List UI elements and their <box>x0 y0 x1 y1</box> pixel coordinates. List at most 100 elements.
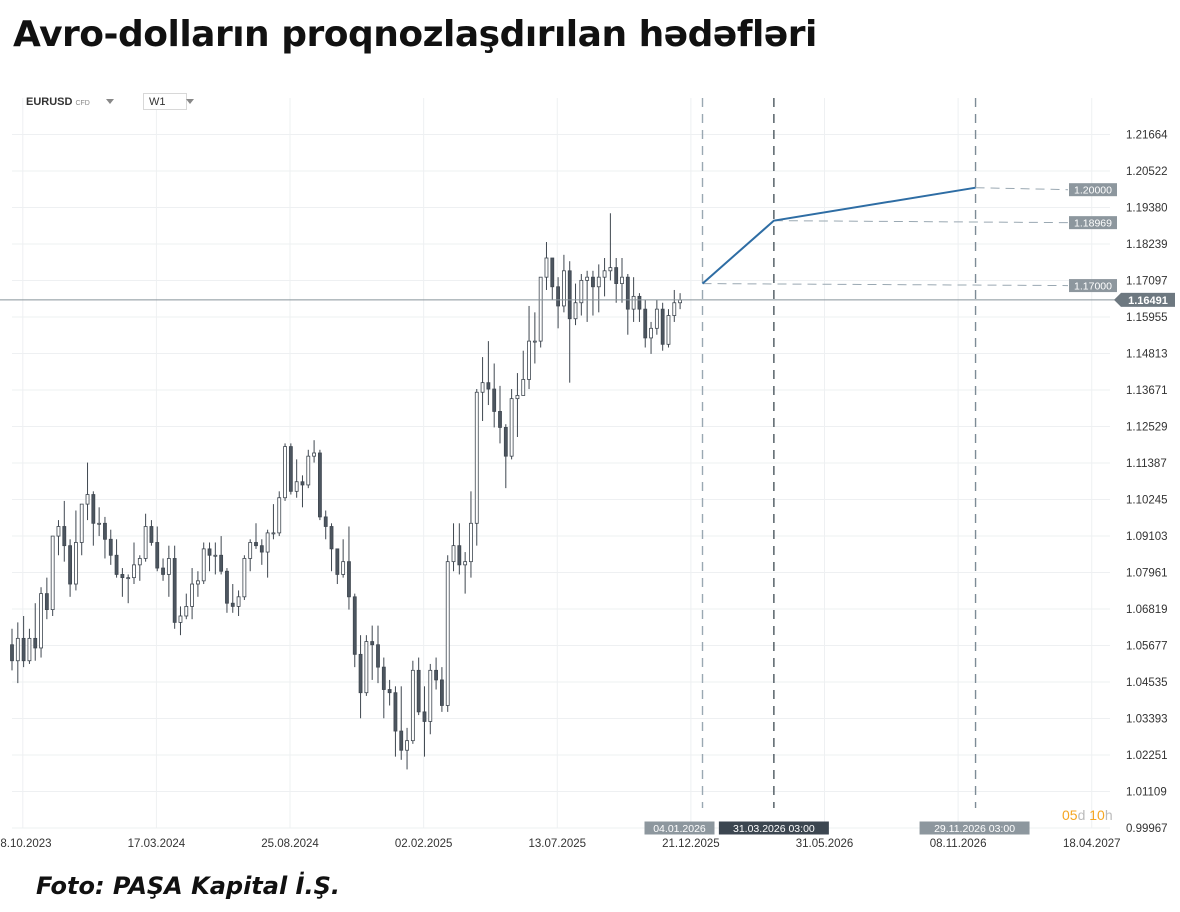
forecast-target-label: 1.17000 <box>1074 281 1112 293</box>
forecast-date-label-bg <box>644 821 715 835</box>
y-tick-label: 1.15955 <box>1126 312 1168 324</box>
candle-body <box>457 545 462 566</box>
candle-body <box>649 327 653 339</box>
candle-body <box>387 689 392 694</box>
candle-body <box>120 574 125 579</box>
candle-body <box>469 522 473 563</box>
candle-body <box>538 276 543 342</box>
candle-body <box>399 730 404 751</box>
x-tick-label: 31.05.2026 <box>796 838 854 850</box>
y-tick-label: 1.19380 <box>1126 203 1168 215</box>
candle-body <box>579 279 584 304</box>
candle-body <box>422 711 427 722</box>
y-tick-label: 1.09103 <box>1126 531 1168 543</box>
candle-body <box>242 558 247 598</box>
candle-body <box>509 398 514 457</box>
headline: Avro-dolların proqnozlaşdırılan hədəflər… <box>13 14 817 55</box>
y-tick-label: 1.20522 <box>1126 166 1168 178</box>
grid-layer <box>12 98 1110 829</box>
x-tick-label: 18.04.2027 <box>1063 838 1121 850</box>
axes: 08.10.2023 17.03.2024 25.08.2024 02.02.2025… <box>0 130 1175 850</box>
candle-body <box>666 315 671 345</box>
candle-body <box>672 302 677 316</box>
chevron-down-icon <box>185 99 194 104</box>
candle-body <box>271 532 276 535</box>
forecast-date-label-bg <box>718 821 829 835</box>
y-tick-label: 1.07961 <box>1126 567 1168 579</box>
forecast-date-label: 31.03.2026 03:00 <box>733 823 815 835</box>
candle-body <box>428 669 433 722</box>
candle-body <box>376 644 380 668</box>
x-tick-label: 25.08.2024 <box>261 838 319 850</box>
candle-body <box>323 516 328 527</box>
candle-body <box>405 740 409 751</box>
candle-body <box>347 561 351 598</box>
bar-countdown: 05d 10h <box>1062 807 1113 823</box>
photo-credit: Foto: PAŞA Kapital İ.Ş. <box>36 872 341 900</box>
candle-body <box>39 593 43 649</box>
candle-body <box>625 276 630 310</box>
symbol-selector[interactable]: EURUSD CFD <box>26 93 114 110</box>
candle-body <box>85 494 90 505</box>
candle-body <box>451 545 456 563</box>
candle-body <box>654 308 659 329</box>
y-tick-label: 1.05677 <box>1126 640 1168 652</box>
forecast-date-label: 04.01.2026 <box>653 823 706 835</box>
candle-body <box>74 542 78 585</box>
candle-body <box>562 270 566 307</box>
candle-body <box>591 276 595 288</box>
candle-body <box>190 583 194 607</box>
candle-body <box>213 554 218 557</box>
candle-body <box>184 606 189 617</box>
candle-body <box>329 526 334 550</box>
y-tick-label: 1.13671 <box>1126 385 1168 397</box>
forecast-date-label-bg <box>919 821 1030 835</box>
candle-body <box>33 637 38 649</box>
forecast-target-label-bg <box>1069 279 1117 293</box>
candle-body <box>277 497 282 534</box>
current-price-tag: 1.16491 <box>1128 295 1168 307</box>
candle-body <box>306 455 311 486</box>
candle-body <box>550 257 555 288</box>
candle-body <box>97 522 102 525</box>
symbol-label: EURUSD <box>26 95 73 108</box>
candle-body <box>434 669 438 681</box>
candle-body <box>219 554 224 572</box>
candle-body <box>608 267 613 272</box>
timeframe-selector[interactable]: W1 <box>143 93 194 110</box>
candle-body <box>68 545 72 585</box>
candle-body <box>15 637 20 662</box>
candle-body <box>620 276 624 284</box>
candle-body <box>79 503 84 543</box>
x-tick-label: 17.03.2024 <box>128 838 186 850</box>
candle-body <box>498 411 502 428</box>
candle-body <box>126 577 131 580</box>
candle-body <box>381 666 386 690</box>
x-tick-label: 21.12.2025 <box>662 838 720 850</box>
candle-body <box>44 593 49 610</box>
candle-body <box>149 526 154 543</box>
candle-body <box>544 257 549 278</box>
candle-body <box>515 395 520 400</box>
chevron-down-icon <box>105 99 114 104</box>
forecast-target-label-bg <box>1069 216 1117 230</box>
candle-body <box>254 542 258 547</box>
candle-body <box>50 535 55 610</box>
y-tick-label: 1.04535 <box>1126 677 1168 689</box>
y-tick-label: 1.14813 <box>1126 348 1168 360</box>
forecast-target-label: 1.20000 <box>1074 185 1112 197</box>
candle-body <box>294 481 299 492</box>
candle-body <box>335 548 340 575</box>
y-tick-label: 1.21664 <box>1126 130 1168 142</box>
forecast-date-label: 29.11.2026 03:00 <box>934 823 1015 835</box>
candle-body <box>364 641 369 694</box>
candle-body <box>486 382 491 390</box>
candle-body <box>259 545 264 553</box>
y-tick-label: 1.12529 <box>1126 421 1168 433</box>
candle-body <box>27 637 32 662</box>
current-price-tag-bg <box>1121 292 1175 307</box>
forecast-target-label-bg <box>1069 183 1117 197</box>
y-tick-label: 0.99967 <box>1126 823 1168 835</box>
forecast-target-line <box>702 283 1069 287</box>
